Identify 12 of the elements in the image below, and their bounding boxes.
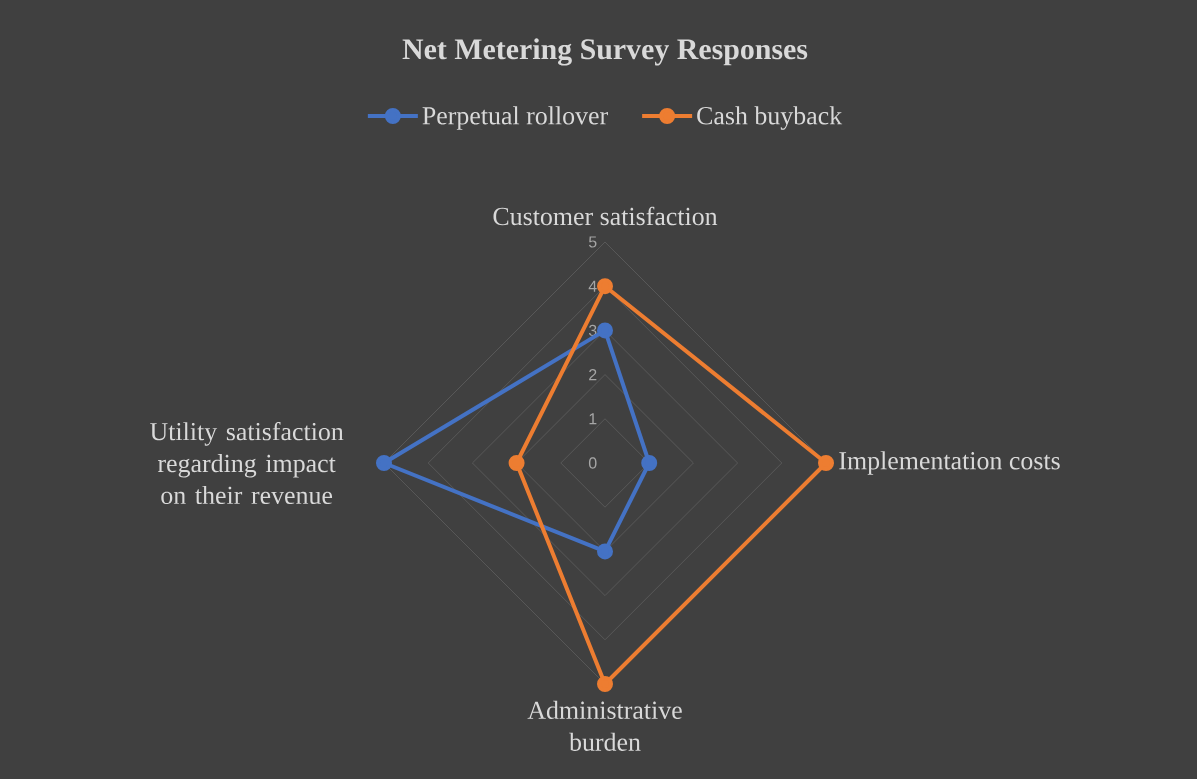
spoke-label: Customer satisfaction	[493, 206, 718, 226]
y-tick-label: 0	[588, 457, 597, 469]
legend-label: Cash buyback	[697, 106, 843, 130]
spoke-label: Administrative burden	[527, 700, 682, 751]
legend-label: Perpetual rollover	[422, 106, 608, 130]
spoke-label: Implementation costs	[839, 451, 1060, 475]
y-tick-label: 1	[589, 413, 597, 425]
y-tick-label: 5	[588, 236, 597, 248]
spoke-label: Utility satisfaction regarding impact on their revenue	[150, 421, 344, 505]
y-tick-label: 4	[588, 280, 597, 292]
chart-title: Net Metering Survey Responses	[402, 38, 808, 66]
y-tick-label: 2	[589, 369, 597, 381]
